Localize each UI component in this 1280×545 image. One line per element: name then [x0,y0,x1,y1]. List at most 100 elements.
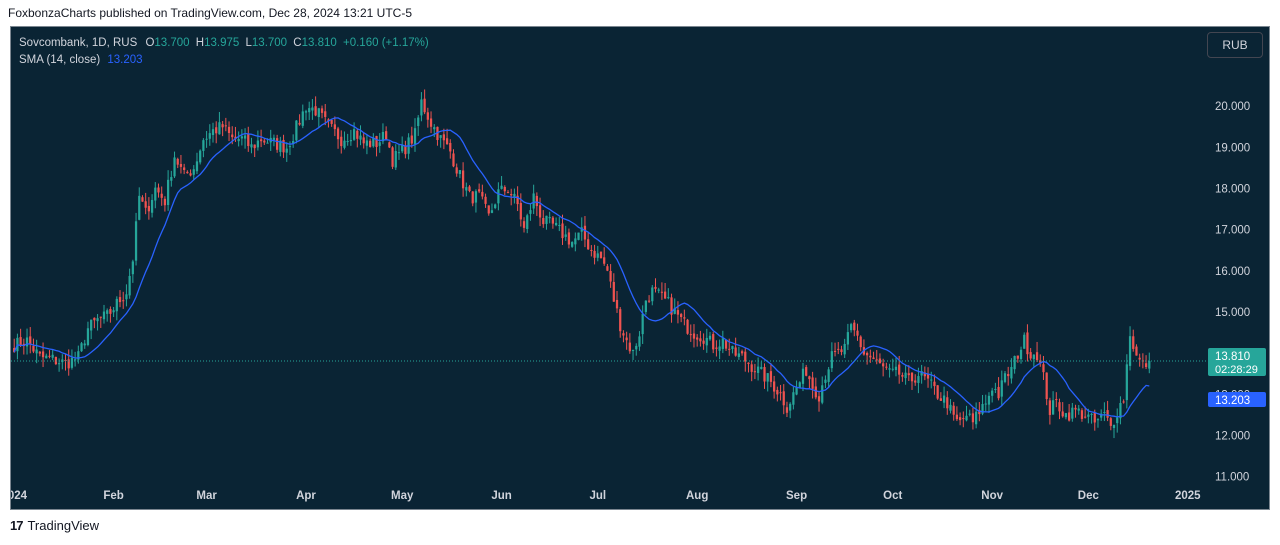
high-value: 13.975 [204,37,240,49]
symbol-label[interactable]: Sovcombank, 1D, RUS [19,37,138,49]
candle-body [1061,411,1064,417]
candle-body [67,359,70,369]
candle-body [631,349,635,351]
price-axis[interactable] [1207,27,1269,509]
candle-body [702,340,705,344]
candle-body [1064,413,1068,418]
candle-body [497,189,500,204]
candle-body [336,128,340,140]
candle-body [660,291,664,293]
candle-body [1087,414,1090,417]
candle-body [487,205,490,214]
candle-body [1138,357,1141,360]
open-label: O [145,37,155,49]
candle-body [70,357,74,368]
candle-body [375,136,378,147]
candle-body [622,333,625,336]
candle-body [1068,412,1071,421]
x-tick-label: Mar [196,490,217,502]
candle-body [885,366,888,368]
candle-body [1016,355,1019,359]
close-label: C [293,37,302,49]
candle-body [910,372,914,382]
candle-body [744,351,747,362]
high-label: H [195,37,205,49]
candle-body [859,336,862,348]
candle-body [942,395,946,403]
candle-body [83,343,86,346]
candle-body [256,140,260,148]
candle-body [1116,417,1119,424]
candle-body [474,191,478,203]
candle-body [949,404,952,411]
candle-body [558,224,561,226]
last-price-value: 13.810 [1215,351,1250,363]
candle-body [635,345,638,350]
footer-brand[interactable]: 17 TradingView [10,518,99,533]
candle-body [150,199,154,213]
candle-body [811,377,814,389]
candle-body [458,170,462,175]
candle-body [628,342,631,352]
x-tick-label: May [391,490,414,502]
candle-body [362,137,365,144]
candle-body [737,353,740,357]
candle-body [997,386,1000,399]
candle-body [1003,373,1007,382]
candle-body [359,135,362,140]
candle-body [320,108,324,113]
candle-body [189,173,192,176]
candle-body [253,144,256,149]
candle-body [1084,416,1087,418]
candle-body [478,189,481,192]
candle-body [519,202,522,220]
candle-body [545,215,548,224]
open-value: 13.700 [154,37,190,49]
candle-body [615,299,619,309]
candle-body [227,126,231,133]
x-tick-label: Sep [786,490,807,502]
candle-body [577,232,580,240]
currency-button[interactable]: RUB [1207,32,1263,58]
candle-body [292,141,295,144]
candle-body [914,380,917,383]
candle-body [183,167,186,171]
candle-body [90,319,93,331]
candle-body [853,322,856,331]
candle-body [381,132,385,142]
candle-body [48,355,51,357]
candle-body [846,332,850,345]
candle-body [250,144,253,148]
candle-body [849,324,853,331]
candle-body [792,392,795,405]
candle-body [25,337,29,347]
candle-body [647,300,651,302]
candle-body [673,308,676,314]
candle-body [1035,352,1039,361]
candle-body [218,122,221,135]
candle-body [593,250,596,258]
candle-body [968,413,971,415]
candle-body [1103,412,1106,414]
candle-body [426,112,429,120]
price-chart[interactable]: 11.00012.00013.00014.00015.00016.00017.0… [11,27,1269,509]
candle-body [830,351,833,369]
chart-panel[interactable]: 11.00012.00013.00014.00015.00016.00017.0… [10,26,1270,510]
candle-body [981,404,984,414]
candle-body [352,129,356,140]
candle-body [420,99,423,116]
candle-body [1007,373,1010,377]
candle-body [837,348,840,350]
candle-body [865,352,869,356]
candle-body [179,163,183,167]
candle-body [391,147,394,167]
candle-body [365,140,369,146]
sma-label[interactable]: SMA (14, close) [19,54,101,66]
candle-body [1106,410,1109,418]
candle-body [773,381,776,392]
candle-body [349,140,353,142]
candle-body [513,193,516,198]
candle-body [930,379,933,381]
candle-body [958,417,962,421]
candle-body [279,140,282,152]
